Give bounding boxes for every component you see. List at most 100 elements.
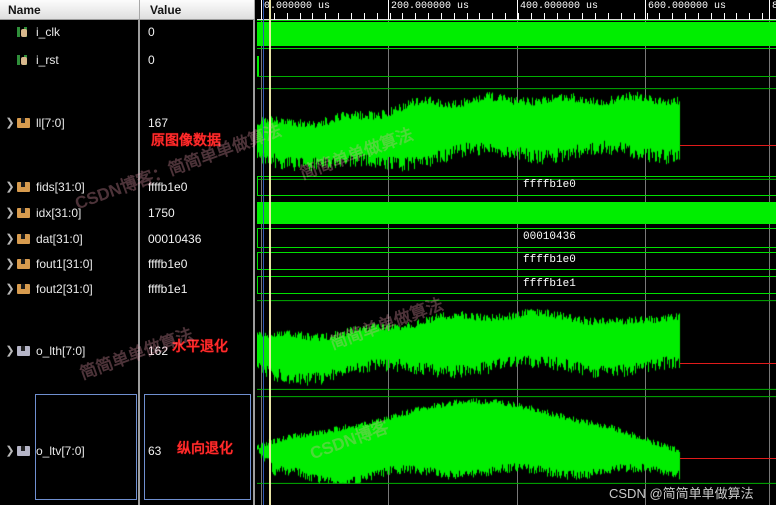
signal-name-label: i_rst (36, 53, 59, 67)
bus-waveform-idx (257, 202, 776, 224)
ruler-minor-tick (685, 13, 686, 20)
signal-row-i_rst[interactable]: i_rst (0, 50, 138, 70)
clock-waveform (257, 22, 776, 46)
ruler-minor-tick (762, 13, 763, 20)
time-ruler[interactable]: 0.000000 us 200.000000 us 400.000000 us 600… (257, 0, 776, 20)
signal-row-fout2310[interactable]: ❯ fout2[31:0] (0, 278, 138, 300)
signal-value-label: 63 (148, 444, 162, 458)
chevron-right-icon[interactable]: ❯ (5, 282, 15, 295)
signal-row-o_ltv70[interactable]: ❯ o_ltv[7:0] (0, 440, 138, 462)
ruler-major-tick (645, 0, 646, 20)
reset-waveform-low (257, 76, 776, 77)
ruler-minor-tick (274, 13, 275, 20)
time-cursor-blue[interactable] (263, 0, 264, 505)
chevron-right-icon[interactable]: ❯ (5, 180, 15, 193)
analog-waveform-o-lth (257, 300, 776, 390)
signal-row-ll70[interactable]: ❯ ll[7:0] (0, 112, 138, 134)
bus-transition (257, 252, 267, 270)
red-marker-line-ll (680, 145, 776, 146)
ruler-tick-label: 200.000000 us (391, 1, 470, 12)
ruler-tick-label: 80 (772, 1, 776, 12)
ruler-minor-tick (338, 13, 339, 20)
column-header-value[interactable]: Value (140, 0, 255, 20)
signal-value-pane[interactable]: 0 0 167 ffffb1e0 1750 00010436 ffffb1e0 ffffb1e… (140, 20, 255, 505)
bus-waveform-fout2-value: ffffb1e1 (523, 278, 576, 290)
bus-icon (16, 233, 32, 245)
waveform-pane[interactable]: 0.000000 us 200.000000 us 400.000000 us 600… (257, 0, 776, 505)
annotation-text: 纵向退化 (177, 440, 233, 456)
signal-row-fout1310[interactable]: ❯ fout1[31:0] (0, 253, 138, 275)
analog-waveform-o-ltv (257, 396, 776, 484)
signal-name-label: fids[31:0] (36, 180, 85, 194)
bus-waveform-fout1 (257, 252, 776, 270)
signal-row-fids310[interactable]: ❯ fids[31:0] (0, 176, 138, 198)
signal-row-dat310[interactable]: ❯ dat[31:0] (0, 228, 138, 250)
signal-value-row: ffffb1e1 (140, 278, 253, 300)
signal-name-label: ll[7:0] (36, 116, 65, 130)
ruler-minor-tick (698, 13, 699, 20)
time-cursor-yellow[interactable] (269, 0, 271, 505)
signal-name-label: fout2[31:0] (36, 282, 93, 296)
ruler-minor-tick (672, 13, 673, 20)
ruler-minor-tick (492, 13, 493, 20)
signal-value-row: 00010436 (140, 228, 253, 250)
signal-value-label: ffffb1e0 (148, 257, 188, 271)
ruler-minor-tick (287, 13, 288, 20)
bus8-icon (16, 445, 32, 457)
signal-value-row: 167 (140, 112, 253, 134)
ruler-minor-tick (621, 13, 622, 20)
signal-row-i_clk[interactable]: i_clk (0, 22, 138, 42)
bus-icon (16, 181, 32, 193)
time-grid-line (517, 20, 518, 505)
bus8-icon (16, 345, 32, 357)
bus-waveform-fout2 (257, 276, 776, 294)
signal-row-idx310[interactable]: ❯ idx[31:0] (0, 202, 138, 224)
signal-name-label: o_ltv[7:0] (36, 444, 85, 458)
bus-icon (16, 283, 32, 295)
signal-value-row: 0 (140, 50, 253, 70)
signal-value-label: 00010436 (148, 232, 202, 246)
ruler-minor-tick (608, 13, 609, 20)
ruler-minor-tick (312, 13, 313, 20)
ruler-minor-tick (557, 13, 558, 20)
ruler-major-tick (261, 0, 262, 20)
ruler-major-tick (388, 0, 389, 20)
signal-name-label: o_lth[7:0] (36, 344, 86, 358)
column-header-name[interactable]: Name (0, 0, 140, 20)
chevron-right-icon[interactable]: ❯ (5, 344, 15, 357)
signal-value-row: 162 (140, 340, 253, 362)
ruler-minor-tick (634, 13, 635, 20)
chevron-right-icon[interactable]: ❯ (5, 444, 15, 457)
ruler-minor-tick (479, 13, 480, 20)
signal-value-row: 63 (140, 440, 253, 462)
bus-waveform-dat-value: 00010436 (523, 231, 576, 243)
chevron-right-icon[interactable]: ❯ (5, 257, 15, 270)
ruler-major-tick (769, 0, 770, 20)
signal-value-label: 0 (148, 25, 155, 39)
time-grid-line (645, 20, 646, 505)
signal-name-pane[interactable]: i_clk i_rst ❯ ll[7:0] ❯ fids[31:0] ❯ idx[31:0] ❯… (0, 20, 140, 505)
ruler-minor-tick (415, 13, 416, 20)
red-marker-line-ltv (680, 458, 776, 459)
ruler-minor-tick (390, 13, 391, 20)
signal-row-o_lth70[interactable]: ❯ o_lth[7:0] (0, 340, 138, 362)
chevron-right-icon[interactable]: ❯ (5, 116, 15, 129)
ruler-minor-tick (582, 13, 583, 20)
signal-value-row: 0 (140, 22, 253, 42)
ruler-tick-label: 400.000000 us (520, 1, 599, 12)
signal-value-label: 162 (148, 344, 169, 358)
bus-icon (16, 117, 32, 129)
ruler-minor-tick (300, 13, 301, 20)
chevron-right-icon[interactable]: ❯ (5, 206, 15, 219)
ruler-minor-tick (595, 13, 596, 20)
waveform-canvas[interactable]: ffffb1e0 00010436 ffffb1e0 ffffb1e1 (257, 0, 776, 505)
bus-waveform-dat (257, 228, 776, 248)
ruler-minor-tick (531, 13, 532, 20)
ruler-minor-tick (659, 13, 660, 20)
ruler-minor-tick (351, 13, 352, 20)
signal-value-row: ffffb1e0 (140, 253, 253, 275)
waveform-guide-line (257, 20, 776, 21)
chevron-right-icon[interactable]: ❯ (5, 232, 15, 245)
signal-value-label: ffffb1e1 (148, 282, 188, 296)
